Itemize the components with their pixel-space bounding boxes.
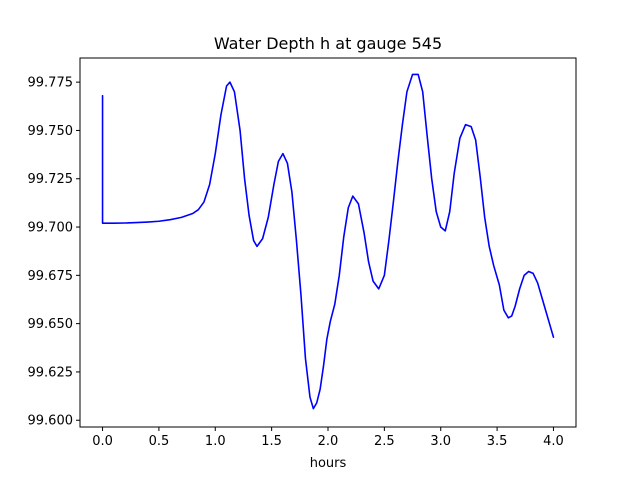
x-tick-label: 1.0 bbox=[205, 434, 226, 449]
y-tick-label: 99.725 bbox=[28, 172, 74, 187]
x-axis-ticks: 0.0 0.5 1.0 1.5 2.0 2.5 3.0 3.5 4.0 bbox=[92, 427, 564, 449]
y-tick-label: 99.650 bbox=[28, 317, 74, 332]
x-tick-label: 3.5 bbox=[487, 434, 508, 449]
x-axis-label: hours bbox=[310, 456, 347, 471]
y-tick-label: 99.625 bbox=[28, 365, 74, 380]
series-line-0 bbox=[101, 73, 555, 410]
y-tick-label: 99.775 bbox=[28, 76, 74, 91]
y-tick-label: 99.750 bbox=[28, 124, 74, 139]
x-tick-label: 3.0 bbox=[430, 434, 451, 449]
x-tick-label: 2.5 bbox=[374, 434, 395, 449]
x-tick-label: 1.5 bbox=[261, 434, 282, 449]
y-axis-ticks: 99.600 99.625 99.650 99.675 99.700 99.725 99.7… bbox=[28, 76, 80, 429]
x-tick-label: 0.5 bbox=[149, 434, 170, 449]
plot-layer bbox=[101, 73, 555, 410]
y-tick-label: 99.675 bbox=[28, 269, 74, 284]
x-tick-label: 4.0 bbox=[543, 434, 564, 449]
x-tick-label: 2.0 bbox=[318, 434, 339, 449]
y-tick-label: 99.700 bbox=[28, 221, 74, 236]
chart-title: Water Depth h at gauge 545 bbox=[214, 34, 442, 53]
y-tick-label: 99.600 bbox=[28, 414, 74, 429]
x-tick-label: 0.0 bbox=[92, 434, 113, 449]
plot-frame bbox=[79, 57, 577, 428]
